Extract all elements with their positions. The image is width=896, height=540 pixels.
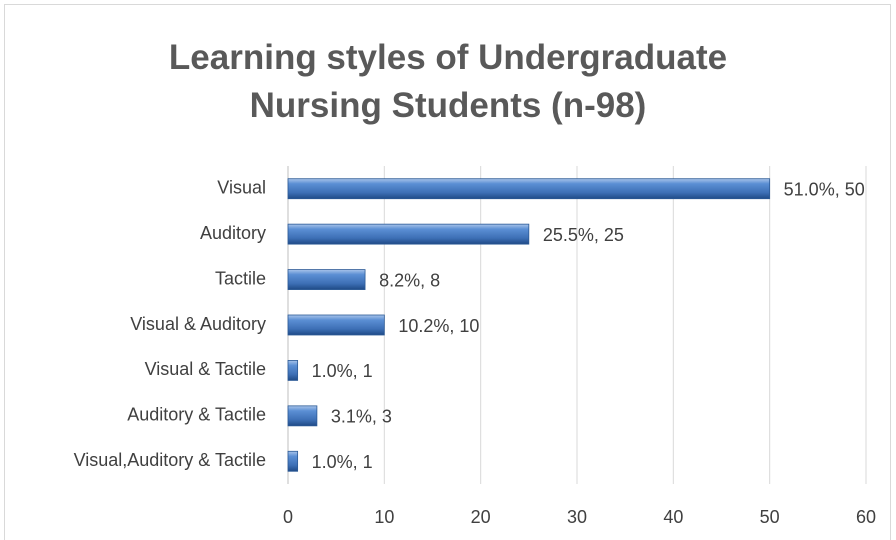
x-tick-label: 30 (567, 507, 587, 527)
data-label: 1.0%, 1 (312, 361, 373, 381)
bar (287, 269, 366, 290)
x-tick-label: 50 (760, 507, 780, 527)
bar (287, 223, 530, 245)
data-label: 51.0%, 50 (784, 179, 865, 199)
y-tick-label: Visual (217, 177, 266, 197)
bar (287, 405, 318, 427)
data-label: 10.2%, 10 (398, 316, 479, 336)
data-label: 8.2%, 8 (379, 270, 440, 290)
x-tick-label: 40 (663, 507, 683, 527)
x-tick-label: 0 (283, 507, 293, 527)
bar (287, 360, 299, 381)
bar (287, 178, 771, 200)
x-tick-label: 20 (471, 507, 491, 527)
chart-border (4, 4, 891, 540)
bar (287, 314, 385, 336)
y-tick-label: Visual & Tactile (145, 359, 266, 379)
bar (287, 450, 299, 472)
chart-title: Learning styles of Undergraduate Nursing… (168, 38, 728, 125)
data-label: 1.0%, 1 (312, 452, 373, 472)
x-tick-label: 60 (856, 507, 876, 527)
y-tick-label: Auditory (200, 223, 266, 243)
y-tick-label: Visual & Auditory (130, 314, 266, 334)
data-label: 25.5%, 25 (543, 225, 624, 245)
y-tick-label: Tactile (215, 268, 266, 288)
y-tick-label: Auditory & Tactile (127, 405, 266, 425)
x-tick-label: 10 (374, 507, 394, 527)
data-label: 3.1%, 3 (331, 407, 392, 427)
y-tick-label: Visual,Auditory & Tactile (74, 450, 266, 470)
